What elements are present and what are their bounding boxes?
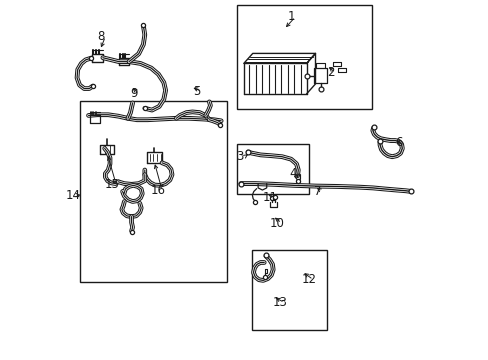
Text: 7: 7 <box>314 185 321 198</box>
Text: 13: 13 <box>272 296 287 309</box>
Text: 5: 5 <box>193 85 201 98</box>
Text: 3: 3 <box>236 150 244 163</box>
Text: 10: 10 <box>269 216 285 230</box>
Text: 14: 14 <box>65 189 81 202</box>
Text: 12: 12 <box>301 273 316 286</box>
Text: 4: 4 <box>288 167 296 180</box>
Bar <box>236 144 308 194</box>
Text: 2: 2 <box>326 66 334 79</box>
Text: 9: 9 <box>130 87 138 100</box>
Bar <box>237 5 371 109</box>
Text: 1: 1 <box>287 10 294 23</box>
Bar <box>251 250 326 330</box>
Bar <box>80 101 227 282</box>
Text: 15: 15 <box>104 178 119 191</box>
Text: 6: 6 <box>394 136 402 149</box>
Text: 8: 8 <box>97 30 104 43</box>
Text: 11: 11 <box>262 191 277 204</box>
Text: 16: 16 <box>150 184 165 197</box>
